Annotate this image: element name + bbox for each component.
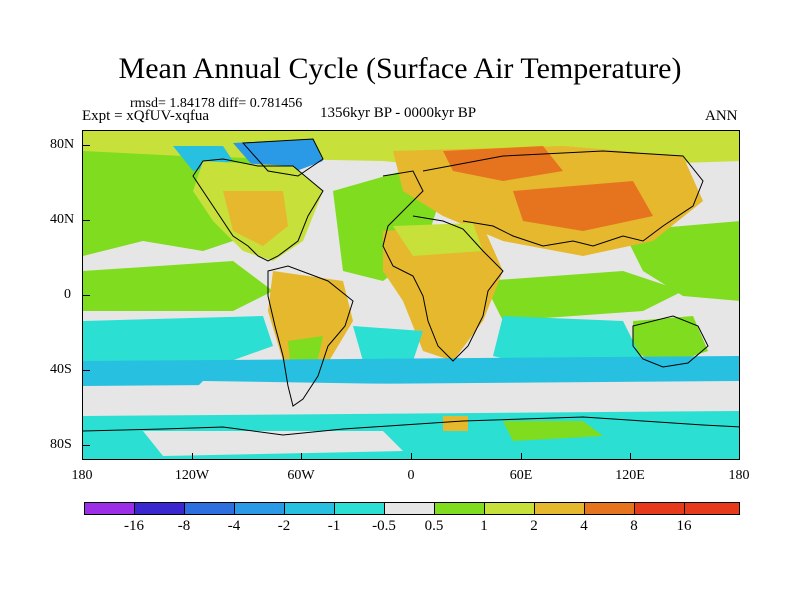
colorbar-box-10 <box>534 502 585 515</box>
lon-label-60w: 60W <box>287 468 315 483</box>
lat-label-40n: 40N <box>50 212 75 227</box>
colorbar-label-4: -2 <box>277 518 291 534</box>
map-title: Mean Annual Cycle (Surface Air Temperatu… <box>118 52 682 85</box>
lat-tick-40s <box>82 370 90 371</box>
lon-label-180e: 180 <box>728 468 750 483</box>
south-ocean-neutral <box>183 381 583 416</box>
map-panel <box>82 130 740 460</box>
antarctic-warm-spot <box>443 416 468 431</box>
lon-tick-120w <box>192 453 193 460</box>
north-america-coast <box>192 158 324 262</box>
colorbar-box-11 <box>584 502 635 515</box>
lon-label-120e: 120E <box>615 468 645 483</box>
colorbar-label-5: -1 <box>327 518 341 534</box>
lon-tick-120e <box>630 453 631 460</box>
antarctic-warm <box>503 421 603 441</box>
lat-tick-80s <box>82 445 90 446</box>
lon-tick-180w <box>82 453 83 460</box>
australia-anomaly <box>633 316 708 366</box>
colorbar-label-9: 2 <box>530 518 538 534</box>
experiment-label: Expt = xQfUV-xqfua <box>82 108 210 124</box>
lat-tick-80n <box>82 145 90 146</box>
colorbar-label-11: 8 <box>630 518 638 534</box>
europe-africa-coast <box>382 170 504 362</box>
lon-label-120w: 120W <box>174 468 210 483</box>
colorbar-label-6: -0.5 <box>372 518 396 534</box>
lon-tick-60e <box>521 453 522 460</box>
south-pacific-cool <box>83 316 273 371</box>
lon-label-180w: 180 <box>71 468 93 483</box>
australia-coast <box>632 315 709 368</box>
colorbar-box-3 <box>184 502 235 515</box>
colorbar-box-5 <box>284 502 335 515</box>
tropical-pacific-anomaly <box>83 261 273 311</box>
colorbar-box-8 <box>434 502 485 515</box>
lon-tick-60w <box>301 453 302 460</box>
colorbar-box-7 <box>384 502 435 515</box>
lon-label-0: 0 <box>407 468 415 483</box>
colorbar-label-1: -16 <box>124 518 144 534</box>
colorbar-label-3: -4 <box>227 518 241 534</box>
lat-label-40s: 40S <box>50 362 72 377</box>
south-atlantic-cool <box>353 326 423 361</box>
colorbar-box-6 <box>334 502 385 515</box>
colorbar-box-1 <box>84 502 135 515</box>
colorbar-box-2 <box>134 502 185 515</box>
colorbar-label-7: 0.5 <box>424 518 444 534</box>
lon-tick-180e <box>739 453 740 460</box>
south-america-coast <box>267 265 354 407</box>
north-america-warm <box>223 191 288 246</box>
indian-ocean-anomaly <box>483 271 683 321</box>
antarctica-coast <box>83 416 739 436</box>
colorbar-label-2: -8 <box>177 518 191 534</box>
asia-coast <box>422 150 704 247</box>
temperature-anomaly-map <box>83 131 739 459</box>
lat-tick-0 <box>82 295 90 296</box>
lon-label-60e: 60E <box>509 468 533 483</box>
colorbar-label-10: 4 <box>580 518 588 534</box>
season-label: ANN <box>705 108 738 124</box>
colorbar-box-13 <box>684 502 740 515</box>
colorbar-box-9 <box>484 502 535 515</box>
lat-label-0: 0 <box>64 287 71 302</box>
colorbar-box-12 <box>634 502 685 515</box>
stats-text: rmsd= 1.84178 diff= 0.781456 <box>130 96 303 111</box>
period-label: 1356kyr BP - 0000kyr BP <box>320 105 477 121</box>
colorbar-label-12: 16 <box>676 518 692 534</box>
colorbar-box-4 <box>234 502 285 515</box>
colorbar <box>84 502 740 515</box>
lat-tick-40n <box>82 220 90 221</box>
africa-anomaly <box>383 226 503 361</box>
central-asia-warm <box>513 181 653 231</box>
south-ocean-cool-band <box>83 356 739 386</box>
lat-label-80s: 80S <box>50 437 72 452</box>
colorbar-label-8: 1 <box>480 518 488 534</box>
sahara-anomaly <box>393 223 483 256</box>
coastlines <box>83 138 739 436</box>
greenland-coast <box>241 138 324 177</box>
lat-label-80n: 80N <box>50 137 75 152</box>
lon-tick-0 <box>411 453 412 460</box>
antarctic-neutral <box>143 431 403 456</box>
